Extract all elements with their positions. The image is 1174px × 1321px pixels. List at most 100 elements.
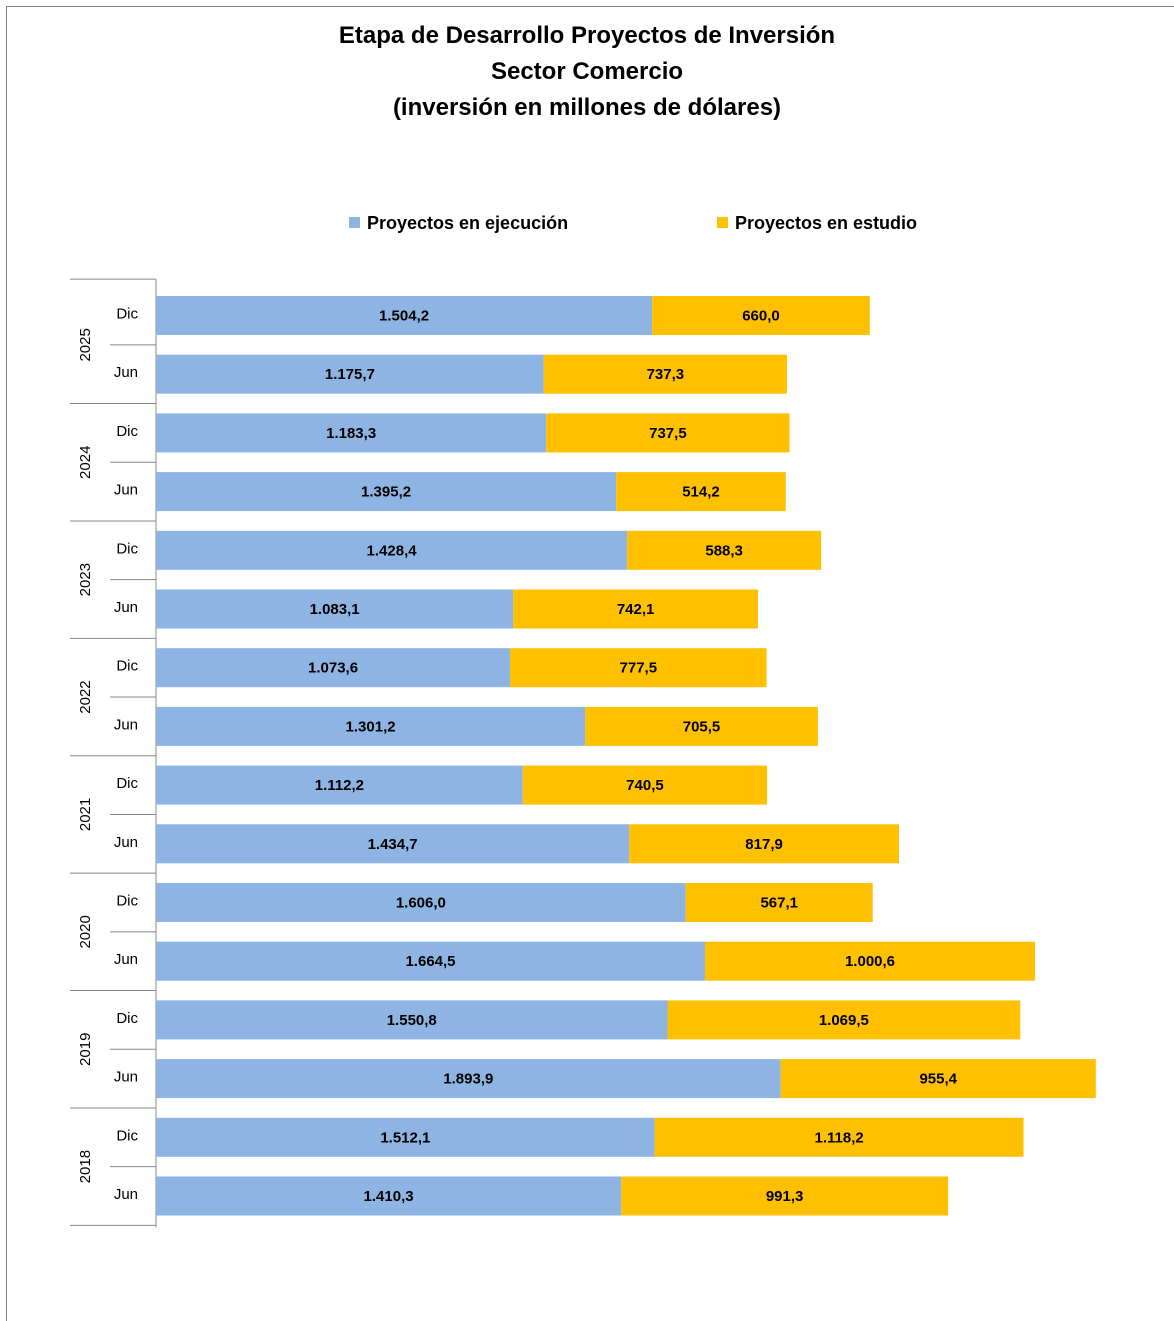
bar-ejecucion — [156, 296, 653, 335]
data-label-ejecucion: 1.606,0 — [396, 894, 446, 911]
legend-swatch-1 — [349, 217, 360, 228]
bar-ejecucion — [156, 706, 586, 746]
period-label: Jun — [114, 364, 138, 381]
bar-estudio — [510, 648, 767, 688]
data-label-estudio: 1.118,2 — [815, 1129, 864, 1146]
period-label: Dic — [116, 892, 138, 909]
bar-ejecucion — [156, 1117, 655, 1157]
bar-ejecucion — [156, 765, 523, 805]
bar-ejecucion — [156, 648, 511, 688]
data-label-ejecucion: 1.893,9 — [443, 1071, 493, 1088]
bar-estudio — [654, 1117, 1024, 1157]
period-label: Dic — [116, 775, 138, 792]
chart-title-line-1: Etapa de Desarrollo Proyectos de Inversi… — [338, 22, 836, 49]
bar-estudio — [629, 824, 899, 864]
bar-estudio — [621, 1176, 949, 1216]
data-label-ejecucion: 1.183,3 — [326, 425, 376, 442]
bar-ejecucion — [156, 413, 547, 453]
year-label: 2019 — [77, 1033, 94, 1066]
bar-ejecucion — [156, 530, 628, 570]
data-label-ejecucion: 1.175,7 — [325, 366, 375, 383]
data-label-ejecucion: 1.434,7 — [368, 836, 418, 853]
data-label-ejecucion: 1.301,2 — [346, 718, 396, 735]
data-label-estudio: 514,2 — [682, 484, 720, 501]
bar-estudio — [652, 296, 870, 335]
chart-title-line-2: Sector Comercio — [490, 58, 684, 85]
chart-title: Etapa de Desarrollo Proyectos de Inversi… — [0, 18, 1174, 126]
data-label-estudio: 705,5 — [683, 718, 721, 735]
data-label-ejecucion: 1.550,8 — [387, 1012, 437, 1029]
data-label-estudio: 740,5 — [626, 777, 664, 794]
period-label: Dic — [116, 1127, 138, 1144]
data-label-estudio: 955,4 — [919, 1071, 957, 1088]
bar-estudio — [543, 354, 787, 394]
data-label-estudio: 742,1 — [617, 601, 655, 618]
bar-ejecucion — [156, 1059, 781, 1099]
data-label-ejecucion: 1.504,2 — [379, 307, 429, 324]
bar-ejecucion — [156, 354, 544, 394]
chart-title-line-3: (inversión en millones de dólares) — [392, 94, 782, 121]
data-label-estudio: 660,0 — [742, 307, 780, 324]
period-label: Jun — [114, 716, 138, 733]
bar-ejecucion — [156, 1176, 622, 1216]
year-label: 2024 — [77, 446, 94, 479]
data-label-ejecucion: 1.512,1 — [380, 1129, 430, 1146]
year-label: 2021 — [77, 798, 94, 831]
data-label-ejecucion: 1.664,5 — [405, 953, 455, 970]
period-label: Dic — [116, 540, 138, 557]
data-label-ejecucion: 1.428,4 — [367, 542, 418, 559]
year-label: 2018 — [77, 1150, 94, 1183]
bar-estudio — [522, 765, 768, 805]
period-label: Jun — [114, 834, 138, 851]
bar-ejecucion — [156, 883, 686, 922]
bar-estudio — [704, 941, 1036, 981]
data-label-ejecucion: 1.395,2 — [361, 484, 411, 501]
period-label: Jun — [114, 951, 138, 968]
legend-swatch-2 — [717, 217, 728, 228]
bar-estudio — [585, 706, 818, 746]
legend-label-1: Proyectos en ejecución — [367, 213, 568, 233]
data-label-estudio: 1.069,5 — [819, 1012, 869, 1029]
bar-estudio — [780, 1059, 1096, 1099]
bar-estudio — [685, 883, 873, 922]
period-label: Jun — [114, 1186, 138, 1203]
data-label-estudio: 1.000,6 — [845, 953, 895, 970]
year-label: 2025 — [77, 328, 94, 361]
bar-ejecucion — [156, 941, 705, 981]
bars: 1.504,2 660,0 1.175,7 737,3 1.183,3 737,5 1.39… — [156, 296, 1096, 1216]
legend-label-2: Proyectos en estudio — [735, 213, 917, 233]
bar-estudio — [513, 589, 758, 629]
bar-ejecucion — [156, 1000, 668, 1040]
data-label-estudio: 817,9 — [745, 836, 783, 853]
data-label-ejecucion: 1.083,1 — [310, 601, 360, 618]
data-label-estudio: 588,3 — [705, 542, 743, 559]
year-label: 2023 — [77, 563, 94, 596]
data-label-estudio: 991,3 — [766, 1188, 804, 1205]
bar-ejecucion — [156, 472, 617, 512]
period-label: Dic — [116, 1010, 138, 1027]
bar-ejecucion — [156, 824, 630, 864]
bar-estudio — [546, 413, 790, 453]
data-label-estudio: 777,5 — [620, 660, 658, 677]
period-label: Jun — [114, 1069, 138, 1086]
category-axis: 2025 Dic Jun 2024 Dic Jun 2023 Dic Jun 2022 Dic Jun… — [70, 278, 157, 1228]
period-label: Dic — [116, 305, 138, 322]
bar-estudio — [627, 530, 822, 570]
period-label: Dic — [116, 658, 138, 675]
data-label-ejecucion: 1.410,3 — [364, 1188, 414, 1205]
period-label: Dic — [116, 423, 138, 440]
year-label: 2020 — [77, 915, 94, 948]
bar-ejecucion — [156, 589, 514, 629]
data-label-ejecucion: 1.073,6 — [308, 660, 358, 677]
year-label: 2022 — [77, 680, 94, 713]
data-label-ejecucion: 1.112,2 — [315, 777, 364, 794]
data-label-estudio: 737,5 — [649, 425, 687, 442]
period-label: Jun — [114, 482, 138, 499]
data-label-estudio: 567,1 — [760, 894, 798, 911]
data-label-estudio: 737,3 — [647, 366, 685, 383]
bar-estudio — [616, 472, 786, 512]
period-label: Jun — [114, 599, 138, 616]
legend: Proyectos en ejecución Proyectos en estud… — [349, 213, 917, 233]
bar-estudio — [667, 1000, 1021, 1040]
